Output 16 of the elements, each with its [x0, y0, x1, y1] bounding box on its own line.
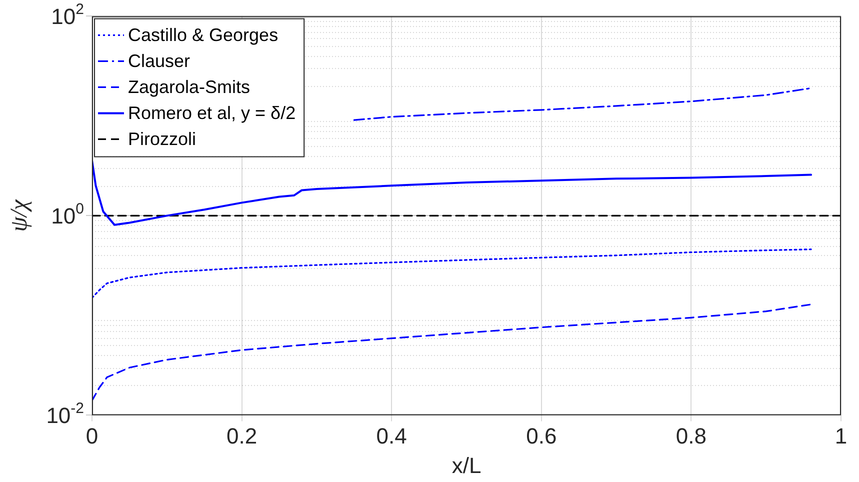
x-tick-label: 0.2 [226, 423, 258, 448]
line-series [92, 248, 812, 299]
legend-label: Romero et al, y = δ/2 [128, 103, 296, 124]
y-axis-title: ψ/χ [6, 198, 33, 232]
line-series [92, 304, 812, 402]
legend-label: Pirozzoli [128, 129, 196, 150]
legend-label: Clauser [128, 51, 190, 72]
x-axis-title: x/L [452, 452, 482, 478]
line-series [353, 87, 812, 121]
x-tick-label: 1 [834, 423, 848, 448]
x-tick-label: 0.6 [526, 423, 557, 448]
legend-label: Castillo & Georges [128, 25, 278, 46]
x-tick-label: 0.8 [676, 423, 706, 448]
x-tick-label: 0.4 [376, 423, 407, 448]
x-tick-label: 0 [86, 423, 98, 448]
legend-label: Zagarola-Smits [128, 77, 250, 98]
